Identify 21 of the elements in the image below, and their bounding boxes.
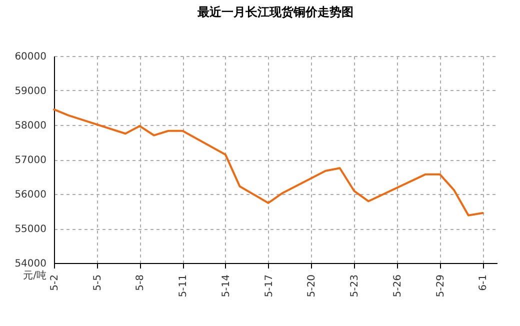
- x-tick-label: 5-2: [50, 274, 60, 291]
- x-tick-label: 5-29: [435, 274, 446, 298]
- x-tick-label: 5-23: [350, 274, 361, 298]
- x-tick-label: 5-17: [264, 274, 275, 298]
- y-tick-label: 54000: [14, 258, 46, 270]
- line-series: [53, 108, 484, 216]
- x-tick-label: 5-11: [178, 274, 190, 298]
- y-tick-label: 55000: [14, 224, 46, 235]
- y-tick-label: 58000: [14, 120, 46, 132]
- x-tick-label: 5-14: [220, 274, 232, 298]
- x-tick-label: 5-5: [92, 274, 104, 291]
- x-tick-label: 5-20: [306, 274, 318, 298]
- y-tick-label: 59000: [14, 86, 46, 97]
- y-tick-label: 56000: [14, 190, 46, 200]
- y-axis-title: 元/吨: [23, 270, 46, 282]
- x-tick-label: 6-1: [478, 274, 490, 291]
- y-tick-label: 57000: [14, 155, 46, 166]
- x-tick-label: 5-8: [135, 274, 146, 291]
- y-tick-label: 60000: [14, 52, 46, 62]
- chart-title: 最近一月长江现货铜价走势图: [196, 5, 354, 19]
- x-tick-label: 5-26: [392, 274, 404, 298]
